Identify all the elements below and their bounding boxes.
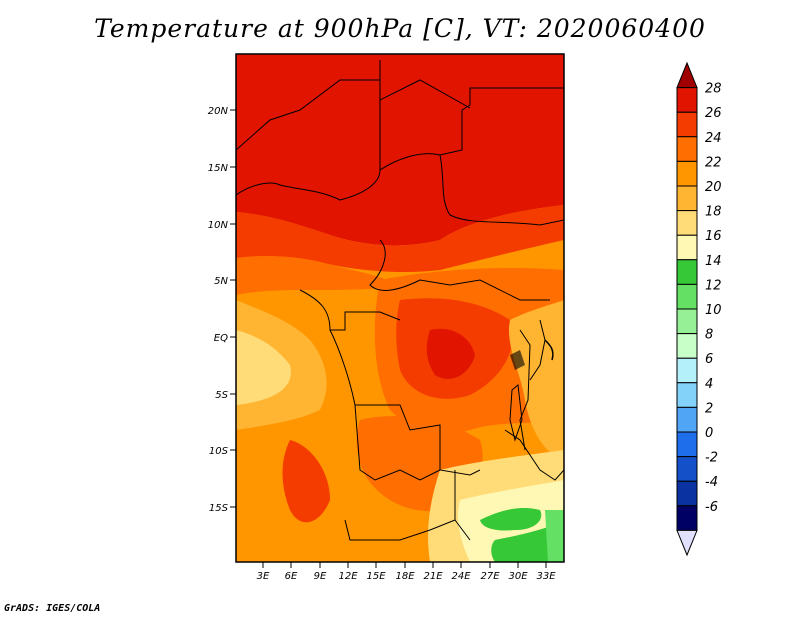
lon-label: 33E xyxy=(536,571,556,582)
lon-label: 27E xyxy=(480,571,500,582)
colorbar-label: 4 xyxy=(705,377,713,392)
lon-label: 3E xyxy=(257,571,270,582)
colorbar-label: 10 xyxy=(705,303,722,318)
lon-label: 21E xyxy=(423,571,443,582)
lon-label: 24E xyxy=(451,571,471,582)
colorbar-swatch xyxy=(676,308,698,335)
footer-credit: GrADS: IGES/COLA xyxy=(4,603,101,614)
colorbar-swatch xyxy=(676,136,698,162)
longitude-axis: 3E 6E 9E 12E 15E 18E 21E 24E 27E 30E 33E xyxy=(257,562,556,582)
colorbar-swatch xyxy=(676,185,698,212)
colorbar-label: 22 xyxy=(705,155,722,170)
colorbar-swatch xyxy=(676,382,698,408)
map-title: Temperature at 900hPa [C], VT: 202006040… xyxy=(94,14,706,43)
lat-label: 10N xyxy=(208,220,229,231)
lat-label: 10S xyxy=(209,446,229,457)
colorbar-swatch xyxy=(676,480,698,507)
colorbar-label: 8 xyxy=(705,328,713,343)
colorbar-label: -4 xyxy=(705,475,718,490)
colorbar-swatch xyxy=(676,160,698,187)
colorbar-swatch xyxy=(676,283,698,310)
colorbar-label: 6 xyxy=(705,352,713,367)
colorbar-swatch xyxy=(676,431,698,458)
colorbar-label: 0 xyxy=(705,426,713,441)
colorbar-swatch xyxy=(676,210,698,236)
colorbar-label: 24 xyxy=(705,131,722,146)
colorbar-swatch xyxy=(676,234,698,261)
lat-label: 20N xyxy=(208,106,229,117)
colorbar-label: 12 xyxy=(705,278,722,293)
lat-label: 15N xyxy=(208,163,229,174)
colorbar-label: 28 xyxy=(705,82,722,97)
colorbar-swatch xyxy=(676,61,698,89)
lat-label: 5N xyxy=(214,276,228,287)
lon-label: 15E xyxy=(366,571,386,582)
lon-label: 6E xyxy=(285,571,298,582)
colorbar-swatch xyxy=(676,529,698,557)
lon-label: 12E xyxy=(338,571,358,582)
colorbar-label: 16 xyxy=(705,229,722,244)
colorbar-swatch xyxy=(676,505,698,531)
lat-label: EQ xyxy=(214,333,228,344)
temperature-field xyxy=(236,54,564,562)
colorbar-label: -6 xyxy=(705,500,718,515)
lon-label: 30E xyxy=(508,571,528,582)
colorbar-swatch xyxy=(676,259,698,285)
colorbar-swatch xyxy=(676,333,698,359)
map-frame xyxy=(235,53,565,563)
colorbar-label: 2 xyxy=(705,401,713,416)
colorbar-swatch xyxy=(676,406,698,433)
lon-label: 9E xyxy=(314,571,327,582)
latitude-axis: 20N 15N 10N 5N EQ 5S 10S 15S xyxy=(208,106,236,514)
colorbar-swatch xyxy=(676,87,698,113)
lat-label: 15S xyxy=(209,503,229,514)
lat-label: 5S xyxy=(215,390,228,401)
colorbar-label: -2 xyxy=(705,451,718,466)
colorbar-swatch xyxy=(676,456,698,482)
colorbar-swatch xyxy=(676,111,698,138)
colorbar-label: 26 xyxy=(705,106,722,121)
colorbar-label: 20 xyxy=(705,180,722,195)
colorbar-swatch xyxy=(676,357,698,384)
colorbar-label: 14 xyxy=(705,254,722,269)
colorbar-label: 18 xyxy=(705,205,722,220)
lon-label: 18E xyxy=(395,571,415,582)
